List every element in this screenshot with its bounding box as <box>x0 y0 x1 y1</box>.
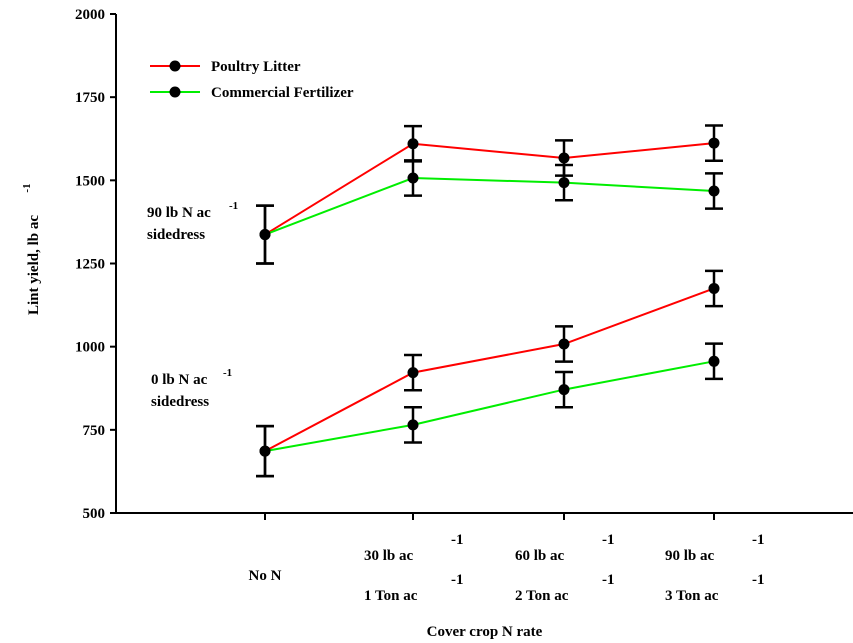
data-point <box>407 367 419 379</box>
annotations: 90 lb N ac -1 sidedress 0 lb N ac -1 sidedres… <box>147 200 238 410</box>
x-tick-label: 1 Ton ac <box>364 588 418 604</box>
x-tick-label: No N <box>249 568 282 584</box>
series-group <box>256 124 723 478</box>
x-tick-label: 30 lb ac <box>364 548 414 564</box>
data-point <box>558 177 570 189</box>
y-tick-label: 500 <box>83 506 106 522</box>
y-tick-label: 1500 <box>75 173 105 189</box>
data-point <box>558 384 570 396</box>
group-annotation-sup: -1 <box>229 200 238 212</box>
series-line <box>264 287 715 453</box>
x-axis-title: Cover crop N rate <box>427 624 543 640</box>
series-line <box>264 360 715 453</box>
legend-marker <box>169 86 181 98</box>
x-tick-label-sup: -1 <box>602 532 615 548</box>
data-point <box>407 138 419 150</box>
x-tick-label-sup: -1 <box>451 532 464 548</box>
data-point <box>259 229 271 241</box>
x-tick-label-sup: -1 <box>451 572 464 588</box>
legend-label: Commercial Fertilizer <box>211 85 354 101</box>
data-point <box>708 355 720 367</box>
data-point <box>558 338 570 350</box>
legend: Poultry Litter Commercial Fertilizer <box>150 59 354 101</box>
x-tick-label-sup: -1 <box>752 572 765 588</box>
y-tick-label: 750 <box>83 423 106 439</box>
legend-marker <box>169 60 181 72</box>
series-line <box>264 142 715 236</box>
data-point <box>708 137 720 149</box>
group-annotation: 90 lb N ac <box>147 205 211 221</box>
data-point <box>708 185 720 197</box>
y-axis-title: Lint yield, lb ac <box>26 215 42 315</box>
data-point <box>708 282 720 294</box>
data-point <box>259 445 271 457</box>
data-point <box>407 172 419 184</box>
y-tick-label: 1750 <box>75 90 105 106</box>
y-tick-label: 1250 <box>75 257 105 273</box>
x-tick-label: 90 lb ac <box>665 548 715 564</box>
x-tick-label: 60 lb ac <box>515 548 565 564</box>
group-annotation: sidedress <box>151 394 209 410</box>
y-tick-label: 2000 <box>75 7 105 23</box>
y-axis-title-sup: -1 <box>21 183 33 192</box>
group-annotation: sidedress <box>147 227 205 243</box>
series-line <box>264 176 715 236</box>
x-tick-label-sup: -1 <box>602 572 615 588</box>
legend-label: Poultry Litter <box>211 59 301 75</box>
y-tick-label: 1000 <box>75 340 105 356</box>
x-tick-label: 3 Ton ac <box>665 588 719 604</box>
x-tick-label: 2 Ton ac <box>515 588 569 604</box>
x-tick-label-sup: -1 <box>752 532 765 548</box>
axes: 500 750 1000 1250 1500 1750 2000 No N 30 lb ac -1… <box>21 7 853 640</box>
data-point <box>407 419 419 431</box>
data-point <box>558 152 570 164</box>
group-annotation: 0 lb N ac <box>151 372 208 388</box>
group-annotation-sup: -1 <box>223 367 232 379</box>
